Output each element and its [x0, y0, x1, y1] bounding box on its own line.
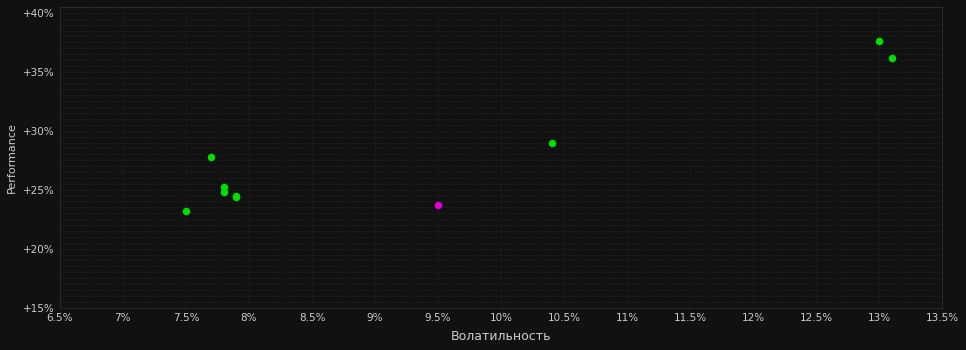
Point — [216, 184, 232, 190]
Point — [884, 55, 899, 61]
X-axis label: Волатильность: Волатильность — [451, 330, 552, 343]
Point — [544, 140, 559, 145]
Point — [871, 38, 887, 44]
Point — [178, 208, 193, 214]
Point — [229, 194, 244, 199]
Point — [216, 189, 232, 195]
Point — [229, 193, 244, 198]
Point — [431, 202, 446, 208]
Point — [204, 154, 219, 160]
Y-axis label: Performance: Performance — [7, 122, 17, 193]
